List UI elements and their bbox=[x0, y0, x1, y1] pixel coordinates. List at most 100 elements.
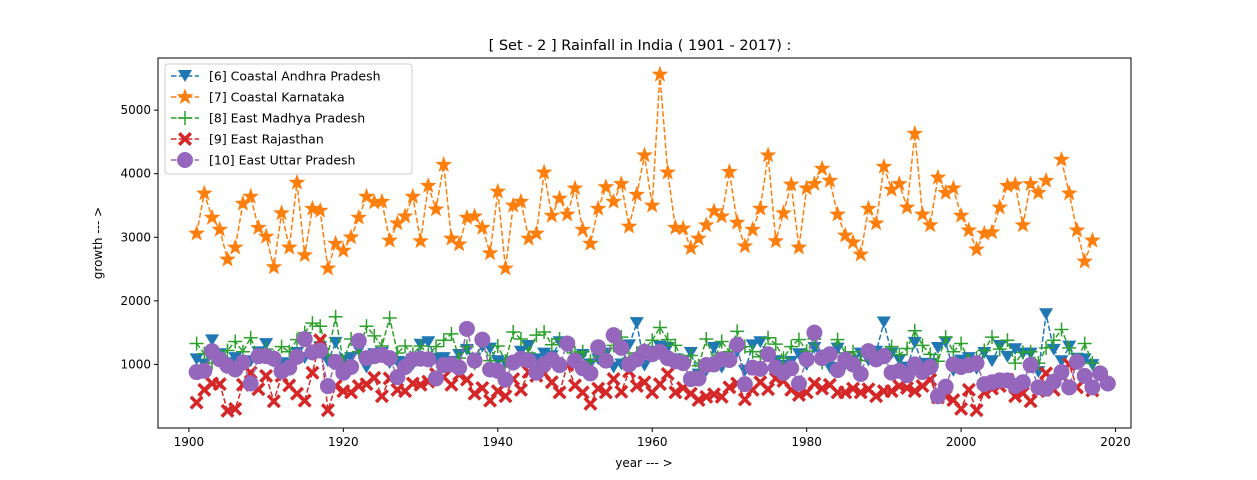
data-point bbox=[791, 332, 806, 347]
data-point bbox=[558, 205, 576, 222]
data-point bbox=[513, 331, 528, 346]
data-point bbox=[1068, 221, 1086, 238]
data-point bbox=[975, 224, 993, 241]
legend-label: [6] Coastal Andhra Pradesh bbox=[209, 69, 381, 84]
data-point bbox=[690, 229, 707, 246]
data-point bbox=[443, 229, 460, 246]
data-point bbox=[783, 360, 800, 377]
data-point bbox=[790, 238, 808, 255]
data-point bbox=[954, 336, 969, 351]
data-point bbox=[784, 339, 799, 354]
x-tick-label: 1940 bbox=[483, 435, 514, 449]
series-2 bbox=[188, 65, 1101, 276]
data-point bbox=[1006, 175, 1024, 192]
data-point bbox=[365, 193, 383, 210]
data-point bbox=[660, 366, 675, 381]
data-point bbox=[296, 330, 313, 347]
data-point bbox=[544, 337, 559, 352]
data-point bbox=[490, 384, 505, 399]
data-point bbox=[884, 339, 899, 354]
data-point bbox=[413, 338, 428, 353]
data-point bbox=[297, 393, 312, 408]
data-point bbox=[427, 200, 445, 217]
legend-marker bbox=[178, 111, 192, 125]
data-point bbox=[528, 224, 545, 241]
data-point bbox=[280, 238, 298, 255]
data-point bbox=[205, 334, 220, 347]
data-point bbox=[867, 214, 885, 231]
data-point bbox=[697, 216, 715, 233]
data-point bbox=[729, 336, 746, 353]
data-point bbox=[429, 339, 443, 354]
data-point bbox=[651, 65, 669, 82]
data-point bbox=[745, 344, 760, 359]
data-point bbox=[892, 347, 907, 362]
legend-label: [7] Coastal Karnataka bbox=[209, 90, 345, 105]
data-point bbox=[358, 187, 375, 204]
y-tick-label: 3000 bbox=[120, 230, 151, 244]
data-point bbox=[575, 385, 590, 400]
data-point bbox=[806, 324, 823, 341]
data-point bbox=[1053, 150, 1070, 167]
data-point bbox=[228, 334, 243, 349]
data-point bbox=[1077, 336, 1092, 351]
data-point bbox=[296, 246, 314, 263]
data-point bbox=[938, 330, 953, 345]
data-point bbox=[985, 330, 999, 345]
data-point bbox=[497, 259, 514, 276]
data-point bbox=[359, 319, 374, 334]
data-point bbox=[629, 379, 644, 394]
data-point bbox=[815, 381, 830, 396]
data-point bbox=[413, 377, 428, 392]
y-axis-label: growth --- > bbox=[91, 207, 105, 279]
data-point bbox=[1084, 231, 1101, 248]
data-point bbox=[875, 348, 892, 365]
data-point bbox=[220, 343, 235, 358]
data-point bbox=[898, 198, 916, 215]
data-point bbox=[683, 348, 698, 363]
data-point bbox=[481, 244, 499, 261]
data-point bbox=[342, 228, 360, 245]
data-point bbox=[761, 330, 776, 345]
data-point bbox=[1037, 171, 1055, 188]
data-point bbox=[1014, 216, 1032, 233]
data-point bbox=[605, 327, 622, 344]
data-point bbox=[636, 146, 653, 163]
data-point bbox=[529, 328, 544, 343]
legend-marker bbox=[178, 70, 192, 82]
data-point bbox=[444, 326, 459, 341]
data-point bbox=[319, 259, 337, 276]
data-point bbox=[412, 232, 429, 249]
x-tick-label: 2000 bbox=[946, 435, 977, 449]
data-point bbox=[992, 342, 1007, 357]
data-point bbox=[775, 204, 792, 221]
data-point bbox=[914, 205, 931, 222]
data-point bbox=[543, 206, 561, 223]
legend-label: [10] East Uttar Pradesh bbox=[209, 153, 355, 168]
data-point bbox=[613, 175, 630, 191]
data-point bbox=[937, 184, 954, 200]
data-point bbox=[875, 157, 893, 174]
legend-marker bbox=[176, 88, 194, 105]
x-axis-label: year --- > bbox=[615, 456, 672, 470]
legend-marker bbox=[178, 132, 192, 146]
legend-label: [9] East Rajasthan bbox=[209, 132, 324, 147]
data-point bbox=[451, 359, 468, 376]
data-point bbox=[566, 179, 584, 196]
data-point bbox=[1046, 343, 1061, 356]
data-point bbox=[512, 192, 530, 209]
data-point bbox=[597, 352, 614, 369]
data-point bbox=[228, 401, 243, 416]
data-point bbox=[381, 350, 398, 367]
data-point bbox=[860, 199, 877, 216]
data-point bbox=[203, 208, 221, 225]
data-point bbox=[846, 381, 860, 396]
data-point bbox=[721, 163, 738, 179]
data-point bbox=[674, 219, 692, 236]
data-point bbox=[906, 124, 924, 141]
data-point bbox=[707, 341, 721, 354]
data-point bbox=[520, 229, 537, 246]
data-point bbox=[458, 320, 475, 337]
series-5 bbox=[188, 320, 1116, 405]
legend-item: [10] East Uttar Pradesh bbox=[171, 152, 355, 168]
